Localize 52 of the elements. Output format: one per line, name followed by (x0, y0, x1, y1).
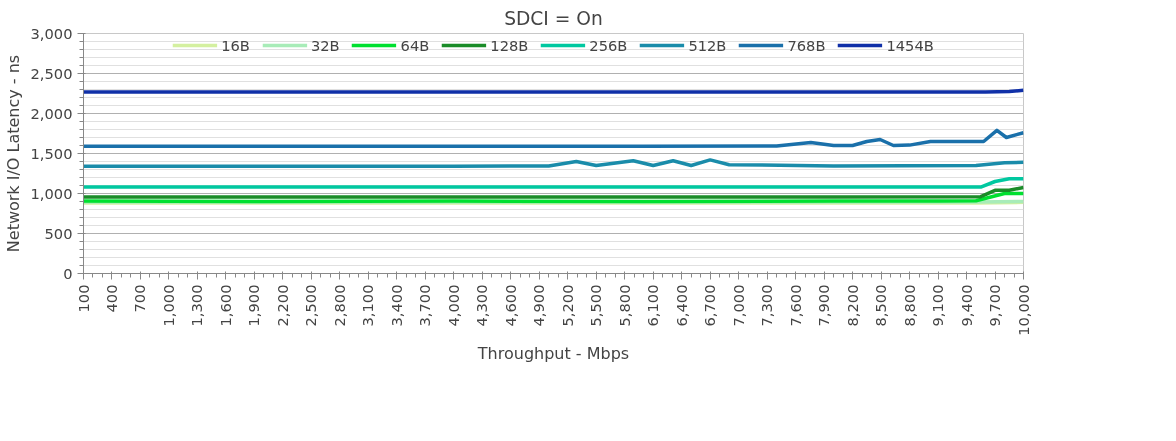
x-tick-label: 5,500 (587, 284, 605, 327)
x-tick-label: 7,000 (729, 284, 747, 327)
x-tick-label: 7,300 (758, 284, 776, 327)
x-tick-label: 100 (74, 284, 92, 313)
y-tick-label: 500 (44, 224, 73, 242)
y-tick-label: 1,500 (30, 144, 73, 162)
x-tick-label: 7,600 (786, 284, 804, 327)
x-tick-label: 5,200 (558, 284, 576, 327)
y-tick-label: 1,000 (30, 184, 73, 202)
y-tick-label: 2,000 (30, 104, 73, 122)
y-tick-label: 3,000 (30, 24, 73, 42)
legend-label: 768B (787, 36, 826, 54)
x-tick-label: 1,600 (216, 284, 234, 327)
legend-label: 64B (400, 36, 430, 54)
y-tick-label: 0 (63, 264, 73, 282)
x-tick-label: 9,400 (957, 284, 975, 327)
x-tick-label: 1,900 (245, 284, 263, 327)
legend-label: 128B (490, 36, 529, 54)
x-tick-label: 3,700 (416, 284, 434, 327)
x-tick-label: 4,600 (501, 284, 519, 327)
x-tick-label: 1,000 (159, 284, 177, 327)
x-tick-label: 8,500 (872, 284, 890, 327)
legend-label: 256B (589, 36, 628, 54)
x-axis-title: Throughput - Mbps (476, 343, 630, 363)
x-tick-label: 2,500 (302, 284, 320, 327)
x-tick-label: 9,700 (986, 284, 1004, 327)
x-tick-label: 6,700 (701, 284, 719, 327)
x-tick-label: 7,900 (815, 284, 833, 327)
x-tick-label: 6,400 (672, 284, 690, 327)
y-tick-label: 2,500 (30, 64, 73, 82)
x-tick-label: 6,100 (644, 284, 662, 327)
legend-label: 16B (221, 36, 250, 54)
x-tick-label: 8,800 (900, 284, 918, 327)
x-tick-label: 10,000 (1014, 284, 1032, 336)
x-tick-label: 9,100 (929, 284, 947, 327)
x-tick-label: 1,300 (188, 284, 206, 327)
chart-title: SDCI = On (504, 7, 603, 29)
x-tick-label: 3,400 (387, 284, 405, 327)
x-tick-label: 5,800 (615, 284, 633, 327)
legend-label: 32B (310, 36, 340, 54)
x-tick-label: 4,000 (444, 284, 462, 327)
x-tick-label: 8,200 (843, 284, 861, 327)
x-tick-label: 4,900 (530, 284, 548, 327)
x-tick-label: 2,800 (330, 284, 348, 327)
legend-label: 1454B (886, 36, 934, 54)
x-tick-label: 700 (131, 284, 149, 313)
x-tick-label: 4,300 (473, 284, 491, 327)
legend-label: 512B (688, 36, 727, 54)
x-tick-label: 400 (102, 284, 120, 313)
x-tick-label: 2,200 (273, 284, 291, 327)
x-tick-label: 3,100 (359, 284, 377, 327)
y-axis-title: Network I/O Latency - ns (3, 54, 23, 253)
